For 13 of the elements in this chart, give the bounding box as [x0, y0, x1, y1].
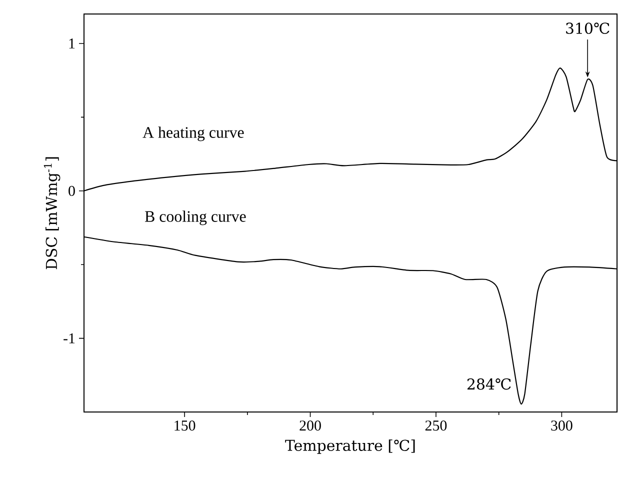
x-tick-label: 150	[174, 420, 196, 431]
y-tick-label: 1	[69, 38, 75, 48]
y-axis-title: DSC [mWmg$^{-1}$]	[44, 157, 60, 270]
annotation: 284℃	[467, 378, 511, 390]
x-tick-label: 200	[300, 420, 321, 431]
annotation: 310℃	[566, 22, 610, 34]
series-label: B cooling curve	[144, 210, 246, 226]
y-tick-label: -1	[64, 333, 75, 344]
x-tick-label: 250	[425, 420, 447, 431]
y-tick-label: 0	[68, 186, 75, 196]
series-label: A heating curve	[142, 126, 244, 142]
x-tick-label: 300	[551, 420, 572, 431]
x-axis-title: Temperature [℃]	[285, 439, 415, 454]
